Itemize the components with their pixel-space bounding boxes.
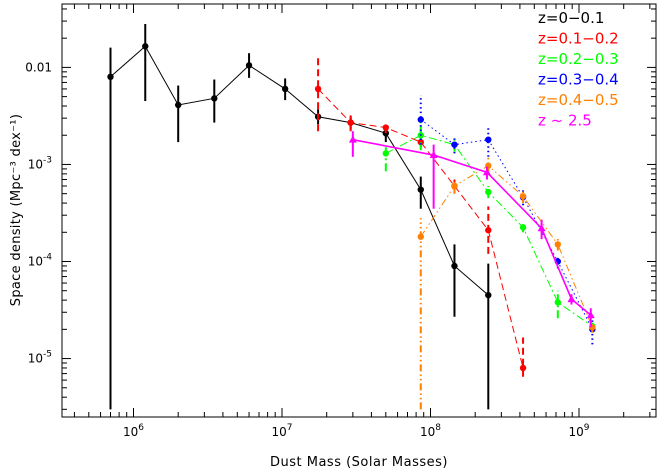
legend-entry: z=0.3−0.4 (538, 71, 619, 89)
data-point (482, 168, 491, 176)
series-6 (348, 131, 595, 328)
plot-frame (61, 3, 657, 418)
data-point (586, 311, 595, 319)
series-1 (107, 23, 492, 410)
data-point (107, 73, 114, 81)
y-axis-label: Space density (Mpc⁻³ dex⁻¹) (9, 114, 24, 306)
data-point (175, 101, 182, 109)
x-tick-label: 109 (568, 423, 589, 439)
data-point (211, 95, 218, 102)
x-tick-label: 106 (123, 423, 144, 439)
data-point (417, 138, 424, 146)
x-tick-label: 107 (271, 423, 292, 439)
data-point (382, 150, 389, 157)
data-point (348, 135, 357, 143)
series-2 (314, 57, 527, 377)
data-point (451, 141, 458, 148)
data-point (142, 43, 149, 50)
data-point (554, 299, 562, 306)
y-tick-label: 10-5 (28, 350, 52, 366)
y-tick-label: 10-3 (28, 155, 52, 171)
series-line (420, 165, 593, 328)
data-point (451, 182, 458, 190)
data-point (417, 116, 424, 123)
data-point (245, 62, 253, 69)
data-point (485, 188, 492, 196)
data-point (314, 85, 322, 93)
series-line (420, 119, 593, 330)
y-tick-label: 10-4 (28, 253, 53, 269)
axis-ticks (62, 4, 656, 417)
data-point (417, 233, 424, 240)
data-point (451, 262, 458, 270)
tick-labels: 106 107 108 109 10-5 10-4 10-3 0.01 (25, 60, 589, 439)
data-point (519, 193, 527, 200)
legend-entry: z=0.4−0.5 (538, 91, 619, 109)
series-line (110, 45, 489, 296)
legend: z=0−0.1 z=0.1−0.2 z=0.2−0.3 z=0.3−0.4 z=0.4−… (538, 9, 619, 130)
data-point (485, 136, 492, 143)
series-line (352, 138, 592, 316)
data-point (429, 151, 438, 159)
data-point (554, 241, 562, 248)
legend-entry: z=0−0.1 (538, 9, 604, 27)
x-tick-label: 108 (420, 423, 441, 439)
data-point (519, 364, 527, 372)
data-point (485, 227, 492, 234)
series-5 (417, 156, 596, 410)
data-point (382, 124, 389, 131)
data-point (567, 295, 576, 303)
legend-entry: z=0.2−0.3 (538, 50, 619, 68)
data-point (417, 186, 424, 193)
data-point (347, 119, 354, 126)
legend-entry: z ∼ 2.5 (538, 112, 592, 130)
series-layer (107, 23, 596, 410)
series-4 (417, 94, 596, 345)
data-point (519, 224, 527, 231)
data-point (281, 85, 289, 93)
data-point (485, 291, 492, 299)
data-point (537, 224, 546, 232)
legend-entry: z=0.1−0.2 (538, 30, 619, 48)
x-axis-label: Dust Mass (Solar Masses) (270, 455, 448, 470)
y-tick-label: 0.01 (25, 60, 52, 74)
